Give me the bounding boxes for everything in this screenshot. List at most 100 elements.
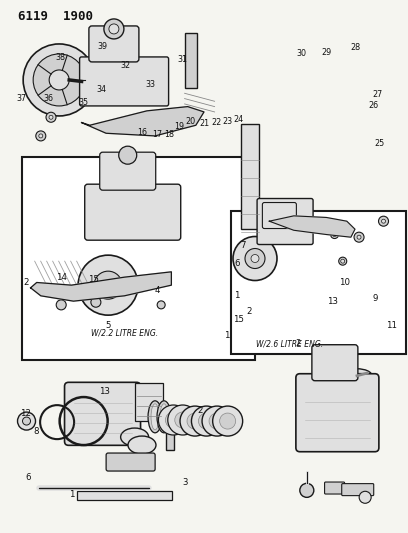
Text: 1: 1	[69, 490, 74, 499]
Circle shape	[213, 406, 243, 436]
Text: 13: 13	[327, 297, 338, 305]
Circle shape	[119, 146, 137, 164]
Circle shape	[22, 417, 31, 425]
Text: 23: 23	[223, 117, 233, 126]
Circle shape	[103, 280, 113, 290]
Circle shape	[56, 300, 66, 310]
Circle shape	[341, 259, 345, 263]
Ellipse shape	[148, 401, 162, 433]
Text: 37: 37	[16, 94, 26, 103]
FancyBboxPatch shape	[312, 345, 358, 381]
Text: 18: 18	[164, 130, 174, 139]
Text: 34: 34	[96, 85, 106, 94]
Ellipse shape	[121, 428, 149, 446]
Text: 3: 3	[183, 478, 188, 487]
Text: 21: 21	[199, 119, 209, 128]
Text: 2: 2	[246, 308, 252, 316]
Text: 6119  1900: 6119 1900	[18, 10, 93, 22]
FancyBboxPatch shape	[89, 26, 139, 62]
Text: 15: 15	[233, 316, 244, 324]
Text: 15: 15	[89, 276, 99, 284]
Text: 19: 19	[175, 123, 184, 131]
Text: 31: 31	[178, 55, 188, 64]
Polygon shape	[269, 216, 355, 237]
FancyBboxPatch shape	[262, 203, 296, 229]
Text: 24: 24	[234, 116, 244, 124]
FancyBboxPatch shape	[80, 57, 169, 106]
Circle shape	[168, 405, 198, 435]
Text: 1: 1	[234, 292, 239, 300]
Bar	[22, 157, 255, 360]
Bar	[184, 33, 197, 88]
Circle shape	[233, 237, 277, 280]
FancyBboxPatch shape	[85, 184, 181, 240]
Circle shape	[46, 112, 56, 122]
Text: 16: 16	[137, 128, 147, 136]
Text: 26: 26	[368, 101, 378, 110]
Text: 35: 35	[79, 98, 89, 107]
Text: 17: 17	[152, 130, 162, 139]
Circle shape	[251, 254, 259, 263]
Circle shape	[381, 219, 386, 223]
Circle shape	[175, 412, 191, 428]
Text: 32: 32	[121, 61, 131, 69]
Text: 2: 2	[197, 406, 203, 415]
Circle shape	[245, 248, 265, 269]
Text: 6: 6	[25, 473, 31, 481]
FancyBboxPatch shape	[257, 198, 313, 245]
Bar	[77, 491, 172, 500]
Text: 13: 13	[99, 387, 109, 396]
FancyBboxPatch shape	[64, 382, 140, 446]
Text: 10: 10	[339, 278, 350, 287]
Bar	[231, 211, 406, 354]
Text: 38: 38	[55, 53, 65, 62]
Text: 27: 27	[372, 91, 383, 99]
Circle shape	[78, 255, 138, 315]
Circle shape	[202, 406, 232, 436]
Circle shape	[18, 412, 35, 430]
Circle shape	[191, 406, 222, 436]
Circle shape	[157, 301, 165, 309]
Circle shape	[330, 230, 339, 239]
Text: 7: 7	[240, 241, 246, 249]
Text: 33: 33	[145, 80, 155, 88]
Circle shape	[209, 413, 225, 429]
Circle shape	[180, 406, 210, 436]
Text: 9: 9	[373, 294, 378, 303]
Bar	[135, 383, 163, 421]
Ellipse shape	[160, 404, 168, 430]
Circle shape	[103, 155, 113, 165]
Circle shape	[220, 413, 236, 429]
Text: W/2.6 LITRE ENG.: W/2.6 LITRE ENG.	[256, 340, 323, 348]
Circle shape	[300, 483, 314, 497]
Text: 25: 25	[374, 140, 385, 148]
Text: 14: 14	[56, 273, 67, 281]
Text: 4: 4	[154, 286, 160, 295]
Text: 28: 28	[351, 44, 361, 52]
Bar	[166, 408, 175, 450]
Circle shape	[36, 131, 46, 141]
FancyBboxPatch shape	[325, 482, 345, 494]
Circle shape	[165, 412, 182, 428]
Polygon shape	[82, 107, 204, 136]
Text: 12: 12	[20, 409, 31, 417]
Text: 29: 29	[321, 48, 332, 56]
Text: 20: 20	[186, 117, 195, 126]
Circle shape	[23, 44, 95, 116]
Circle shape	[94, 271, 122, 299]
Ellipse shape	[342, 369, 372, 383]
Ellipse shape	[128, 436, 156, 454]
Circle shape	[109, 24, 119, 34]
FancyBboxPatch shape	[106, 453, 155, 471]
Circle shape	[49, 115, 53, 119]
Text: 1: 1	[224, 332, 229, 340]
Circle shape	[359, 491, 371, 503]
Circle shape	[357, 235, 361, 239]
Ellipse shape	[151, 404, 159, 430]
Circle shape	[198, 413, 215, 429]
Text: 36: 36	[43, 94, 53, 103]
Text: 6: 6	[234, 260, 239, 268]
Text: 22: 22	[211, 118, 222, 127]
Circle shape	[158, 405, 188, 435]
Ellipse shape	[157, 401, 171, 433]
